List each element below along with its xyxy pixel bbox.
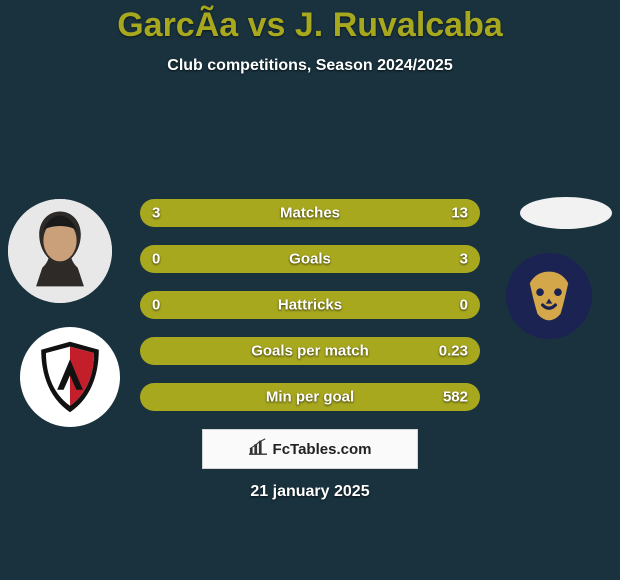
stat-left-value: 3 — [152, 205, 160, 222]
stat-row-goals: 0 Goals 3 — [140, 245, 480, 273]
stat-label: Goals — [289, 251, 331, 268]
player-right-avatar — [520, 197, 612, 229]
watermark-box: FcTables.com — [202, 429, 418, 469]
stat-right-value: 0.23 — [439, 343, 468, 360]
club-left-logo — [20, 327, 120, 427]
stat-left-value: 0 — [152, 297, 160, 314]
stat-right-value: 13 — [451, 205, 468, 222]
stat-left-value: 0 — [152, 251, 160, 268]
watermark-text: FcTables.com — [273, 441, 372, 458]
stat-label: Hattricks — [278, 297, 342, 314]
bar-chart-icon — [249, 438, 267, 460]
stat-right-value: 582 — [443, 389, 468, 406]
club-right-logo — [506, 253, 592, 339]
stat-row-hattricks: 0 Hattricks 0 — [140, 291, 480, 319]
page-subtitle: Club competitions, Season 2024/2025 — [0, 57, 620, 75]
stat-label: Min per goal — [266, 389, 354, 406]
stat-label: Goals per match — [251, 343, 369, 360]
date-text: 21 january 2025 — [250, 483, 369, 501]
stat-bars: 3 Matches 13 0 Goals 3 0 Hattricks 0 Goa… — [140, 199, 480, 429]
stat-row-matches: 3 Matches 13 — [140, 199, 480, 227]
stat-right-value: 3 — [460, 251, 468, 268]
stat-row-goals-per-match: Goals per match 0.23 — [140, 337, 480, 365]
player-left-avatar — [8, 199, 112, 303]
stat-row-min-per-goal: Min per goal 582 — [140, 383, 480, 411]
stat-right-value: 0 — [460, 297, 468, 314]
page-title: GarcÃ­a vs J. Ruvalcaba — [0, 0, 620, 45]
stat-label: Matches — [280, 205, 340, 222]
